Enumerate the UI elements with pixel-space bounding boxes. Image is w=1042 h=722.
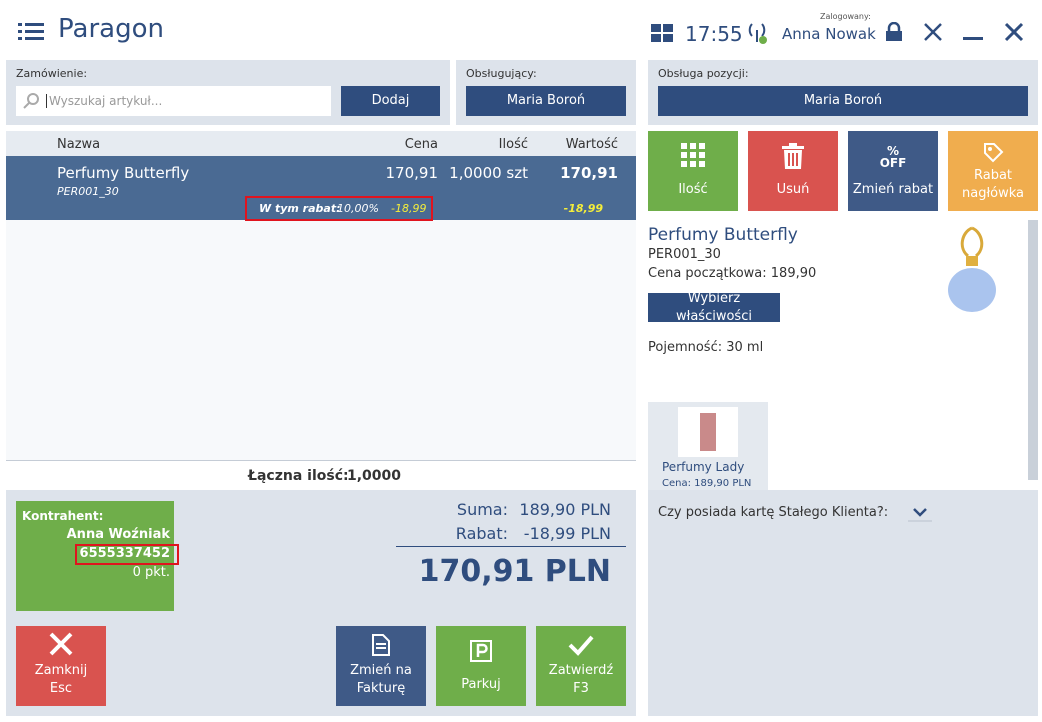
page-title: Paragon	[58, 14, 164, 44]
total-quantity-label: Łączna ilość:	[248, 468, 349, 484]
button-label: Usuń	[776, 182, 810, 197]
column-header: Nazwa	[57, 137, 101, 152]
check-icon	[568, 635, 594, 656]
search-placeholder: Wyszukaj artykuł...	[46, 94, 162, 108]
discount-amount: -18,99	[391, 202, 427, 215]
item-code: PER001_30	[57, 185, 119, 198]
header-discount-button[interactable]: Rabat nagłówka	[948, 131, 1038, 211]
discount-button[interactable]: % OFF Zmień rabat	[848, 131, 938, 211]
column-header: Cena	[404, 137, 438, 152]
divider	[396, 546, 626, 547]
button-shortcut: F3	[573, 681, 589, 696]
search-icon	[23, 93, 39, 109]
icon-text: OFF	[879, 156, 907, 170]
loyalty-question: Czy posiada kartę Stałego Klienta?:	[658, 505, 889, 520]
button-label: Zmień rabat	[852, 182, 934, 197]
button-label: Zatwierdź	[548, 663, 614, 678]
customer-name: Anna Woźniak	[66, 527, 170, 542]
customer-points: 0 pkt.	[132, 565, 170, 580]
discount-icon: % OFF	[880, 145, 907, 169]
position-label: Obsługa pozycji:	[658, 67, 749, 80]
related-price: Cena: 189,90 PLN	[662, 478, 752, 489]
detail-capacity: Pojemność: 30 ml	[648, 340, 764, 355]
item-row[interactable]	[6, 156, 636, 220]
search-input[interactable]	[16, 86, 331, 116]
park-button[interactable]: Parkuj	[436, 626, 526, 706]
product-image	[948, 226, 996, 312]
detail-code: PER001_30	[648, 247, 721, 262]
properties-button[interactable]: Wybierz właściwości	[648, 291, 780, 324]
dropdown[interactable]	[908, 502, 932, 522]
apps-icon[interactable]	[651, 24, 673, 42]
document-icon	[372, 634, 390, 656]
customer-number: 6555337452	[79, 546, 170, 561]
button-label: Parkuj	[461, 677, 501, 692]
order-label: Zamówienie:	[16, 67, 88, 80]
detail-price: Cena początkowa: 189,90	[648, 266, 817, 281]
minimize-icon[interactable]	[963, 22, 983, 42]
tools-icon[interactable]	[923, 22, 943, 42]
discount-sum-label: Rabat:	[455, 524, 508, 543]
item-name: Perfumy Butterfly	[57, 164, 190, 182]
invoice-button[interactable]: Zmień na Fakturę	[336, 626, 426, 706]
item-price: 170,91	[385, 164, 439, 182]
cashier-label: Obsługujący:	[466, 67, 537, 80]
detail-name: Perfumy Butterfly	[648, 225, 798, 245]
discount-percent: 10,00%	[337, 202, 379, 215]
close-button[interactable]: Zamknij Esc	[16, 626, 106, 706]
close-icon[interactable]	[1004, 22, 1024, 42]
related-name: Perfumy Lady	[662, 460, 745, 474]
discount-label: W tym rabat:	[259, 202, 341, 215]
cashier-button[interactable]: Maria Boroń	[466, 86, 626, 116]
related-image	[678, 407, 738, 457]
clock: 17:55	[685, 22, 743, 46]
grand-total: 170,91 PLN	[418, 554, 611, 589]
item-value: 170,91	[560, 164, 618, 182]
button-shortcut: Esc	[49, 681, 73, 696]
total-quantity: 1,0000	[347, 468, 402, 484]
table-header	[6, 131, 636, 156]
logged-label: Zalogowany:	[820, 12, 871, 21]
confirm-button[interactable]: Zatwierdź F3	[536, 626, 626, 706]
sum-value: 189,90 PLN	[519, 500, 611, 519]
park-icon	[470, 640, 492, 662]
button-label: Ilość	[678, 182, 708, 197]
user-name[interactable]: Anna Nowak	[782, 25, 876, 43]
highlight-box	[245, 196, 433, 221]
trash-icon	[782, 143, 804, 169]
button-label: nagłówka	[961, 186, 1024, 201]
close-icon	[49, 632, 73, 656]
icon-text: %	[886, 144, 899, 158]
tag-icon	[984, 143, 1004, 163]
item-quantity: 1,0000 szt	[449, 164, 528, 182]
discount-value: -18,99	[563, 202, 603, 215]
button-label: Zmień na	[350, 663, 412, 678]
connection-icon	[748, 23, 767, 44]
column-header: Wartość	[565, 137, 618, 152]
quantity-button[interactable]: Ilość	[648, 131, 738, 211]
button-label: Rabat	[973, 168, 1013, 183]
add-button[interactable]: Dodaj	[341, 86, 440, 116]
position-button[interactable]: Maria Boroń	[658, 86, 1028, 116]
attributes-panel	[648, 490, 1038, 716]
lock-icon[interactable]	[884, 22, 904, 42]
sum-label: Suma:	[456, 500, 508, 519]
customer-tile[interactable]	[16, 501, 174, 611]
highlight-box	[75, 544, 179, 565]
scrollbar[interactable]	[1028, 220, 1038, 480]
discount-sum: -18,99 PLN	[523, 524, 611, 543]
customer-label: Kontrahent:	[22, 509, 104, 523]
delete-button[interactable]: Usuń	[748, 131, 838, 211]
button-label: Fakturę	[356, 681, 406, 696]
button-label: Zamknij	[34, 663, 88, 678]
menu-icon[interactable]	[18, 22, 44, 42]
grid-icon	[681, 143, 705, 167]
column-header: Ilość	[498, 137, 528, 152]
